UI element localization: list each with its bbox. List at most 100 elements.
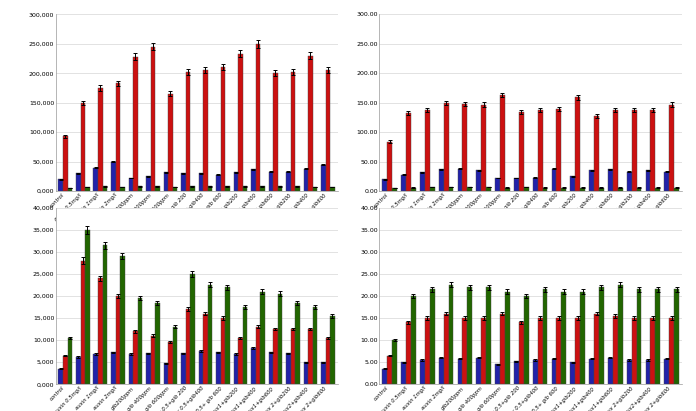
Bar bbox=[576, 97, 580, 191]
Bar bbox=[571, 362, 576, 384]
Bar bbox=[221, 318, 226, 384]
Bar bbox=[457, 359, 462, 384]
Bar bbox=[401, 362, 406, 384]
Bar bbox=[238, 54, 243, 191]
Bar bbox=[481, 318, 486, 384]
Bar bbox=[462, 318, 467, 384]
Bar bbox=[198, 173, 203, 191]
Bar bbox=[438, 169, 443, 191]
Bar bbox=[85, 187, 90, 191]
Bar bbox=[186, 72, 190, 191]
Bar bbox=[85, 230, 90, 384]
Bar bbox=[269, 172, 273, 191]
Bar bbox=[495, 178, 500, 191]
Bar bbox=[505, 291, 510, 384]
Bar bbox=[382, 369, 387, 384]
Bar bbox=[425, 318, 429, 384]
Bar bbox=[321, 362, 326, 384]
Bar bbox=[406, 113, 411, 191]
Bar bbox=[190, 274, 195, 384]
Bar bbox=[58, 179, 63, 191]
Bar bbox=[532, 360, 537, 384]
Bar bbox=[330, 187, 335, 191]
Bar bbox=[164, 363, 168, 384]
Bar bbox=[467, 287, 472, 384]
Bar bbox=[613, 316, 618, 384]
Bar bbox=[551, 169, 557, 191]
Bar bbox=[543, 289, 548, 384]
Bar bbox=[608, 169, 613, 191]
Bar bbox=[269, 353, 273, 384]
Bar bbox=[173, 327, 177, 384]
Bar bbox=[580, 187, 585, 191]
Bar bbox=[670, 318, 674, 384]
Bar bbox=[656, 187, 661, 191]
Bar bbox=[519, 322, 524, 384]
Bar bbox=[181, 353, 186, 384]
Bar bbox=[576, 318, 580, 384]
Bar bbox=[251, 169, 255, 191]
Bar bbox=[656, 289, 661, 384]
Bar bbox=[295, 187, 300, 191]
Bar bbox=[632, 110, 637, 191]
Bar bbox=[303, 362, 308, 384]
Bar bbox=[146, 353, 150, 384]
Bar bbox=[120, 187, 125, 191]
Bar bbox=[562, 291, 567, 384]
Bar bbox=[181, 173, 186, 191]
Bar bbox=[68, 188, 72, 191]
Bar bbox=[665, 172, 670, 191]
Bar bbox=[216, 353, 221, 384]
Bar bbox=[537, 110, 543, 191]
Bar bbox=[557, 318, 562, 384]
Bar bbox=[326, 70, 330, 191]
Bar bbox=[303, 169, 308, 191]
Bar bbox=[81, 261, 85, 384]
Bar bbox=[674, 289, 679, 384]
Bar bbox=[138, 298, 142, 384]
Bar bbox=[93, 168, 98, 191]
Bar bbox=[524, 296, 529, 384]
Bar bbox=[382, 179, 387, 191]
Bar bbox=[278, 187, 283, 191]
Bar bbox=[562, 187, 567, 191]
Bar bbox=[63, 356, 68, 384]
Bar bbox=[168, 94, 173, 191]
Bar bbox=[133, 331, 138, 384]
Bar bbox=[599, 287, 604, 384]
Bar bbox=[138, 187, 142, 191]
Bar bbox=[590, 359, 594, 384]
Bar bbox=[251, 348, 255, 384]
Bar bbox=[627, 172, 632, 191]
Bar bbox=[295, 302, 300, 384]
Bar bbox=[608, 358, 613, 384]
Bar bbox=[58, 369, 63, 384]
Bar bbox=[387, 142, 392, 191]
Bar bbox=[260, 187, 264, 191]
Bar bbox=[524, 187, 529, 191]
Bar bbox=[234, 172, 238, 191]
Bar bbox=[98, 278, 102, 384]
Bar bbox=[116, 83, 120, 191]
Bar bbox=[260, 291, 264, 384]
Legend: Sec Br (SE 1.827), Cap/pl (SE 4.293), Seeds/Cap (SE 0.164): Sec Br (SE 1.827), Cap/pl (SE 4.293), Se… bbox=[439, 247, 622, 252]
Bar bbox=[226, 287, 230, 384]
Bar bbox=[429, 187, 434, 191]
Bar bbox=[476, 171, 481, 191]
Bar bbox=[486, 187, 491, 191]
Bar bbox=[486, 287, 491, 384]
Bar bbox=[467, 187, 472, 191]
Bar bbox=[618, 187, 623, 191]
Bar bbox=[448, 285, 453, 384]
Bar bbox=[286, 353, 291, 384]
Text: (a): (a) bbox=[189, 274, 205, 284]
Bar bbox=[646, 171, 651, 191]
Bar bbox=[102, 187, 107, 191]
Bar bbox=[186, 309, 190, 384]
Bar bbox=[330, 316, 335, 384]
Bar bbox=[68, 338, 72, 384]
Bar bbox=[646, 360, 651, 384]
Bar bbox=[243, 187, 247, 191]
Bar bbox=[632, 318, 637, 384]
Bar bbox=[670, 104, 674, 191]
